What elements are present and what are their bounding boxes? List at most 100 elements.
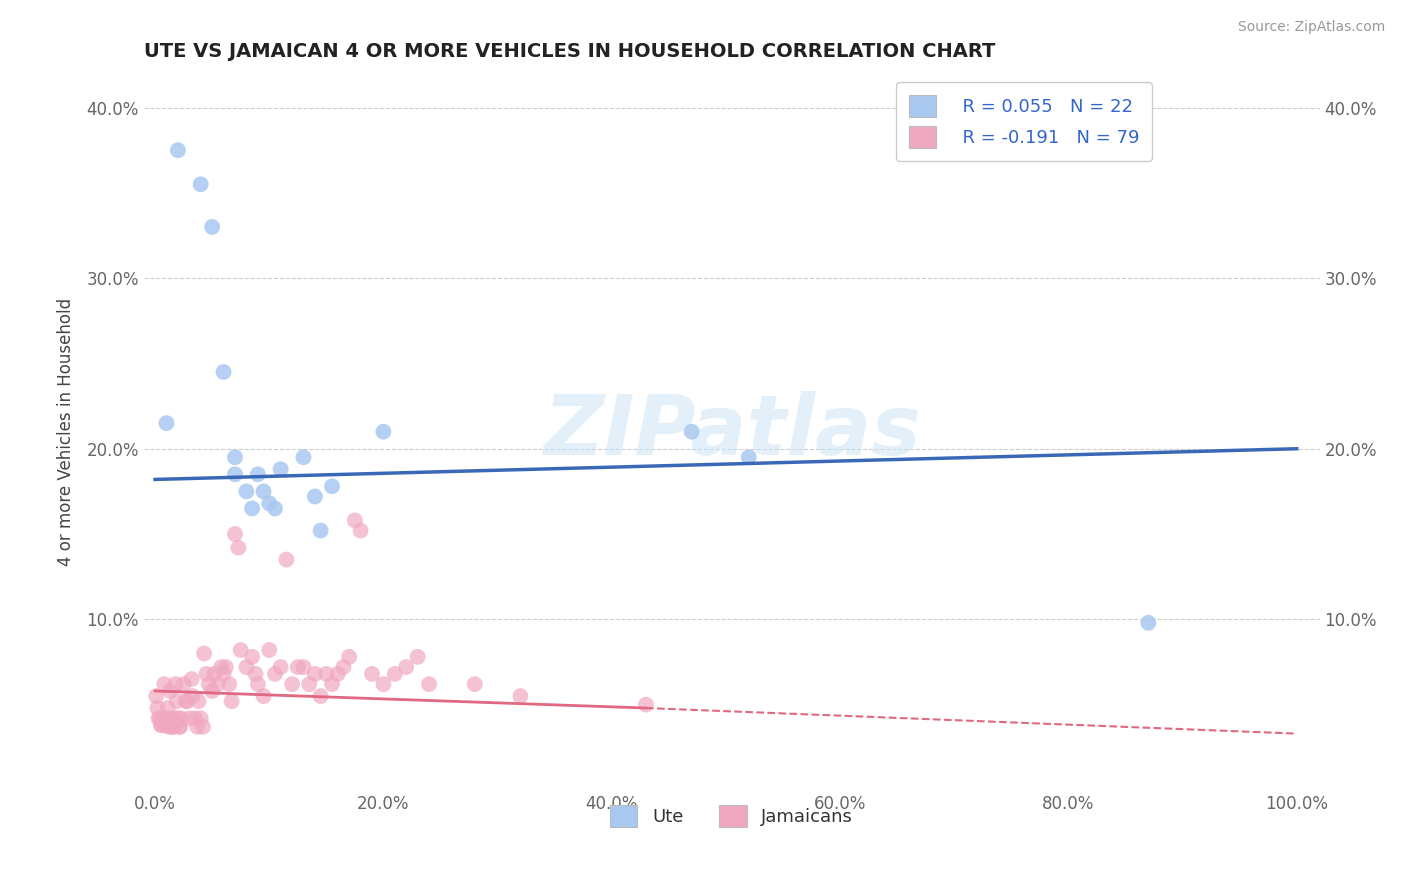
Point [309,689,332,703]
Point [343,513,366,527]
Point [315,667,337,681]
Point [174,694,197,708]
Point [321,479,343,493]
Text: UTE VS JAMAICAN 4 OR MORE VEHICLES IN HOUSEHOLD CORRELATION CHART: UTE VS JAMAICAN 4 OR MORE VEHICLES IN HO… [143,42,995,61]
Point [224,527,246,541]
Point [146,701,169,715]
Point [298,677,321,691]
Point [207,677,229,691]
Point [304,667,326,681]
Point [169,720,191,734]
Point [240,649,263,664]
Point [373,677,395,691]
Point [634,698,657,712]
Point [190,178,212,192]
Point [212,667,235,681]
Point [337,649,360,664]
Point [156,701,179,715]
Point [235,660,257,674]
Point [148,711,170,725]
Point [209,660,232,674]
Point [252,484,274,499]
Point [186,720,208,734]
Point [373,425,395,439]
Point [292,450,315,465]
Point [252,689,274,703]
Legend: Ute, Jamaicans: Ute, Jamaicans [603,798,860,835]
Point [153,677,176,691]
Point [162,720,184,734]
Point [321,677,343,691]
Point [166,694,188,708]
Point [149,718,172,732]
Point [150,718,173,732]
Text: Source: ZipAtlas.com: Source: ZipAtlas.com [1237,20,1385,34]
Point [246,467,269,482]
Point [163,711,186,725]
Text: ZIPatlas: ZIPatlas [543,392,921,472]
Point [170,711,193,725]
Point [738,450,761,465]
Point [281,677,304,691]
Point [204,667,226,681]
Point [287,660,309,674]
Point [264,667,287,681]
Point [218,677,240,691]
Point [332,660,354,674]
Point [240,501,263,516]
Point [246,677,269,691]
Point [181,689,204,703]
Point [229,643,252,657]
Point [361,667,384,681]
Point [176,694,198,708]
Point [1137,615,1160,630]
Point [160,711,183,725]
Point [201,684,224,698]
Point [180,672,202,686]
Point [184,711,207,725]
Point [191,720,214,734]
Point [509,689,531,703]
Point [155,718,177,732]
Point [245,667,267,681]
Point [197,677,219,691]
Point [264,501,287,516]
Point [215,660,238,674]
Point [149,711,172,725]
Point [276,552,298,566]
Point [160,720,183,734]
Point [464,677,486,691]
Point [349,524,371,538]
Point [193,647,215,661]
Point [145,689,167,703]
Point [326,667,349,681]
Point [384,667,406,681]
Point [167,143,190,157]
Point [159,684,181,698]
Point [167,711,190,725]
Point [235,484,257,499]
Point [309,524,332,538]
Point [155,711,177,725]
Point [292,660,315,674]
Point [395,660,418,674]
Point [228,541,250,555]
Point [418,677,440,691]
Point [224,450,246,465]
Point [155,416,177,430]
Point [257,496,280,510]
Point [152,714,174,729]
Y-axis label: 4 or more Vehicles in Household: 4 or more Vehicles in Household [58,298,75,566]
Point [270,462,292,476]
Point [179,711,201,725]
Point [212,365,235,379]
Point [187,694,209,708]
Point [221,694,243,708]
Point [165,677,187,691]
Point [195,667,218,681]
Point [681,425,703,439]
Point [304,490,326,504]
Point [257,643,280,657]
Point [173,677,195,691]
Point [167,720,190,734]
